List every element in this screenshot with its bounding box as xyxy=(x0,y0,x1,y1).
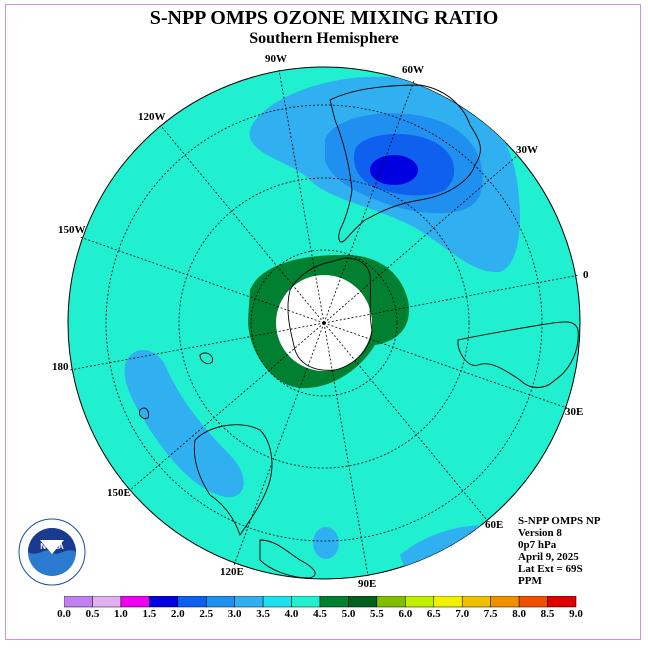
svg-text:NOAA: NOAA xyxy=(40,542,64,551)
image-frame xyxy=(5,4,641,640)
colorbar-swatch xyxy=(64,596,93,608)
colorbar-label: 6.5 xyxy=(426,608,441,620)
colorbar-label: 0.0 xyxy=(57,608,71,620)
colorbar xyxy=(64,596,577,608)
info-version: Version 8 xyxy=(518,527,562,539)
colorbar-swatch xyxy=(461,596,491,608)
lon-label-60e: 60E xyxy=(485,519,503,531)
lon-label-30w: 30W xyxy=(516,144,538,156)
lon-label-180: 180 xyxy=(52,361,69,373)
info-units: PPM xyxy=(518,575,542,587)
info-level: 0p7 hPa xyxy=(518,539,557,551)
colorbar-swatch xyxy=(234,596,264,608)
map-title: S-NPP OMPS OZONE MIXING RATIO xyxy=(149,7,499,29)
colorbar-label: 8.5 xyxy=(540,608,555,620)
colorbar-swatch xyxy=(205,596,235,608)
colorbar-label: 8.0 xyxy=(512,608,526,620)
contour-3p0-small xyxy=(313,527,339,559)
colorbar-label: 0.5 xyxy=(85,608,100,620)
latitude-grid xyxy=(105,104,543,542)
colorbar-label: 6.0 xyxy=(398,608,413,620)
colorbar-label: 9.0 xyxy=(569,608,583,620)
colorbar-label: 7.0 xyxy=(455,608,470,620)
info-date: April 9, 2025 xyxy=(518,551,579,563)
colorbar-swatch xyxy=(92,596,122,608)
contour-3p0-west xyxy=(124,350,244,498)
colorbar-label: 7.5 xyxy=(483,608,498,620)
colorbar-swatch xyxy=(319,596,349,608)
colorbar-swatch xyxy=(518,596,548,608)
colorbar-label: 1.0 xyxy=(114,608,128,620)
lon-label-120e: 120E xyxy=(220,566,244,578)
longitude-grid xyxy=(69,69,580,577)
info-instrument: S-NPP OMPS NP xyxy=(518,515,601,527)
noaa-logo: NOAA xyxy=(18,518,86,586)
lon-label-90w: 90W xyxy=(265,53,287,65)
colorbar-swatch xyxy=(177,596,207,608)
colorbar-label: 5.5 xyxy=(370,608,384,620)
lon-label-150e: 150E xyxy=(107,487,131,499)
colorbar-swatch xyxy=(433,596,463,608)
colorbar-swatch xyxy=(547,596,577,608)
lon-label-120w: 120W xyxy=(138,111,166,123)
contour-1p5 xyxy=(370,155,418,185)
colorbar-swatch xyxy=(262,596,292,608)
lon-label-30e: 30E xyxy=(565,406,583,418)
lon-label-90e: 90E xyxy=(358,578,376,590)
pole-marker xyxy=(322,321,326,325)
colorbar-label: 2.5 xyxy=(199,608,214,620)
colorbar-swatch xyxy=(490,596,520,608)
lon-label-0: 0 xyxy=(583,269,589,281)
colorbar-label: 4.0 xyxy=(284,608,299,620)
lon-label-150w: 150W xyxy=(58,224,86,236)
info-lat-ext: Lat Ext = 69S xyxy=(518,563,583,575)
colorbar-label: 2.0 xyxy=(170,608,185,620)
colorbar-label: 1.5 xyxy=(142,608,157,620)
colorbar-swatch xyxy=(405,596,435,608)
colorbar-label: 5.0 xyxy=(341,608,356,620)
colorbar-swatch xyxy=(149,596,179,608)
coastlines xyxy=(139,84,579,579)
colorbar-swatch xyxy=(376,596,406,608)
colorbar-label: 3.0 xyxy=(227,608,242,620)
colorbar-swatch xyxy=(348,596,378,608)
colorbar-label: 3.5 xyxy=(256,608,270,620)
colorbar-swatch xyxy=(120,596,150,608)
colorbar-label: 4.5 xyxy=(313,608,327,620)
lon-label-60w: 60W xyxy=(402,64,424,76)
map-subtitle: Southern Hemisphere xyxy=(249,30,399,47)
info-panel: S-NPP OMPS NP Version 8 0p7 hPa April 9,… xyxy=(518,515,601,587)
colorbar-swatch xyxy=(291,596,321,608)
